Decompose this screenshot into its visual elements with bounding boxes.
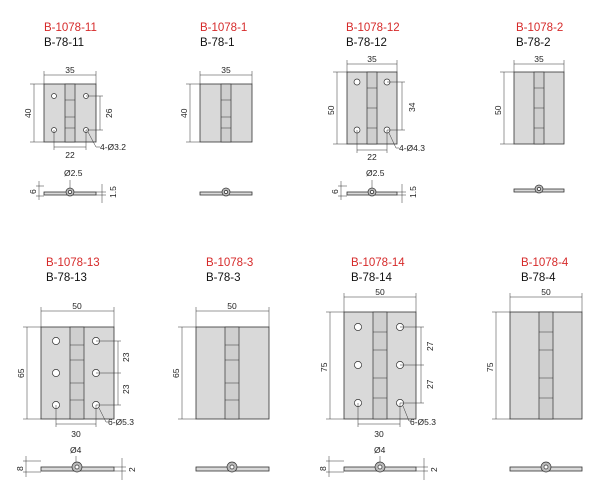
hinge-b-1078-12: B-1078-12 B-78-12 35 50 34 22 4-Ø4.3 Ø2.… bbox=[326, 22, 425, 203]
width-label: 50 bbox=[72, 301, 82, 311]
hinge-code: B-1078-1 bbox=[200, 22, 247, 34]
hinge-b-1078-13: B-1078-13 B-78-13 50 65 23 23 30 6-Ø5 bbox=[15, 257, 137, 480]
hole-spacing-v1-label: 23 bbox=[121, 352, 131, 362]
height-label: 40 bbox=[23, 108, 33, 118]
width-label: 35 bbox=[534, 54, 544, 64]
hole-spacing-v-label: 26 bbox=[104, 108, 114, 118]
hinge-b-1078-1: B-1078-1 B-78-1 35 40 bbox=[179, 22, 253, 197]
width-label: 35 bbox=[367, 54, 377, 64]
pin-diameter-label: Ø2.5 bbox=[64, 168, 83, 178]
hinge-code: B-1078-13 bbox=[46, 257, 100, 269]
hole-spacing-v1-label: 27 bbox=[425, 341, 435, 351]
hinge-model: B-78-11 bbox=[44, 37, 84, 49]
width-label: 50 bbox=[227, 301, 237, 311]
pin-diameter-label: Ø4 bbox=[70, 445, 82, 455]
holes-label: 6-Ø5.3 bbox=[410, 417, 436, 427]
thickness-label: 6 bbox=[28, 189, 38, 194]
hinge-model: B-78-4 bbox=[521, 272, 556, 284]
hinge-knuckle bbox=[220, 83, 232, 143]
height-label: 65 bbox=[171, 368, 181, 378]
height-label: 40 bbox=[179, 108, 189, 118]
pin-diameter-label: Ø2.5 bbox=[366, 168, 385, 178]
hinge-model: B-78-14 bbox=[351, 272, 393, 284]
width-label: 35 bbox=[65, 65, 75, 75]
thickness-label: 6 bbox=[330, 189, 340, 194]
hinge-model: B-78-3 bbox=[206, 272, 241, 284]
hinge-code: B-1078-4 bbox=[521, 257, 569, 269]
hole-spacing-h-label: 22 bbox=[65, 150, 75, 160]
height-label: 50 bbox=[326, 105, 336, 115]
leaf-thickness-label: 2 bbox=[127, 467, 137, 472]
hinge-code: B-1078-2 bbox=[516, 22, 563, 34]
hinge-model: B-78-12 bbox=[346, 37, 387, 49]
hinge-model: B-78-1 bbox=[200, 37, 235, 49]
hole-spacing-v-label: 34 bbox=[407, 102, 417, 112]
width-label: 50 bbox=[375, 287, 385, 297]
hinge-knuckle bbox=[372, 311, 388, 420]
pin-diameter-label: Ø4 bbox=[374, 445, 386, 455]
thickness-label: 8 bbox=[15, 466, 25, 471]
hinge-code: B-1078-3 bbox=[206, 257, 253, 269]
hinge-code: B-1078-14 bbox=[351, 257, 405, 269]
hinge-code: B-1078-12 bbox=[346, 22, 400, 34]
hinge-model: B-78-13 bbox=[46, 272, 87, 284]
hinge-knuckle bbox=[64, 83, 76, 143]
hole-spacing-h-label: 30 bbox=[374, 429, 384, 439]
hinge-knuckle bbox=[69, 326, 85, 420]
hinge-code: B-1078-11 bbox=[44, 22, 97, 34]
holes-label: 6-Ø5.3 bbox=[108, 417, 134, 427]
hinge-b-1078-2: B-1078-2 B-78-2 35 50 bbox=[493, 22, 565, 194]
height-label: 50 bbox=[493, 105, 503, 115]
hinge-b-1078-3: B-1078-3 B-78-3 50 65 bbox=[171, 257, 270, 473]
holes-label: 4-Ø3.2 bbox=[100, 142, 126, 152]
hinge-knuckle bbox=[538, 311, 554, 420]
hole-spacing-v2-label: 23 bbox=[121, 384, 131, 394]
thickness-label: 8 bbox=[318, 466, 328, 471]
holes-label: 4-Ø4.3 bbox=[399, 143, 425, 153]
hinge-knuckle bbox=[224, 326, 240, 420]
leaf-thickness-label: 1.5 bbox=[108, 186, 118, 198]
hole-spacing-h-label: 30 bbox=[71, 429, 81, 439]
leaf-thickness-label: 2 bbox=[429, 467, 439, 472]
leaf-thickness-label: 1.5 bbox=[408, 186, 418, 198]
height-label: 75 bbox=[319, 362, 329, 372]
height-label: 75 bbox=[485, 362, 495, 372]
width-label: 35 bbox=[221, 65, 231, 75]
hinge-b-1078-4: B-1078-4 B-78-4 50 75 bbox=[485, 257, 583, 473]
hole-spacing-v2-label: 27 bbox=[425, 379, 435, 389]
width-label: 50 bbox=[541, 287, 551, 297]
hinge-model: B-78-2 bbox=[516, 37, 551, 49]
hinge-b-1078-11: B-1078-11 B-78-11 35 40 26 22 4-Ø3.2 bbox=[23, 22, 126, 203]
hinge-b-1078-14: B-1078-14 B-78-14 50 75 27 27 30 6-Ø5 bbox=[318, 257, 439, 480]
height-label: 65 bbox=[16, 368, 26, 378]
hole-spacing-h-label: 22 bbox=[367, 152, 377, 162]
